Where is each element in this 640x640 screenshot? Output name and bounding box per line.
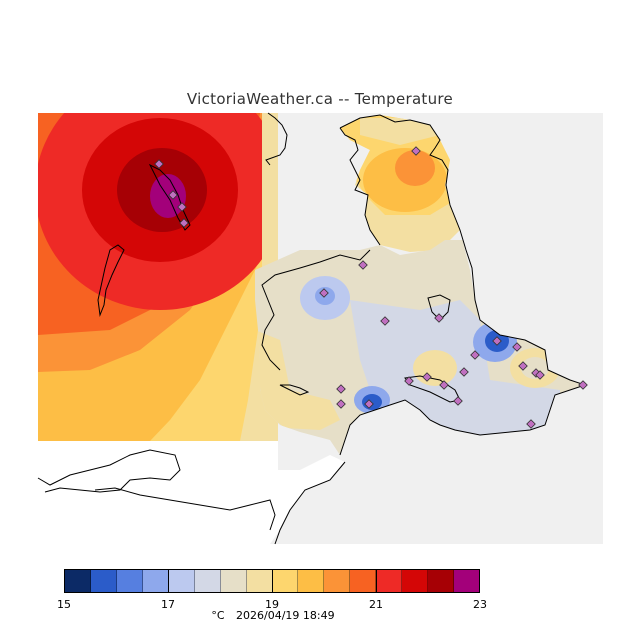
legend-swatch [376, 570, 403, 592]
timestamp-label: 2026/04/19 18:49 [236, 609, 335, 622]
station-marker [358, 260, 368, 270]
legend-swatch [194, 570, 221, 592]
station-marker [518, 361, 528, 371]
legend-swatch [428, 570, 455, 592]
legend-tick-mark [168, 569, 169, 593]
coastlines [37, 112, 587, 545]
station-marker [453, 396, 463, 406]
station-marker [411, 146, 421, 156]
station-marker [364, 399, 374, 409]
station-marker [179, 218, 189, 228]
legend-swatch [116, 570, 143, 592]
station-marker [336, 399, 346, 409]
station-marker [526, 419, 536, 429]
station-marker [512, 342, 522, 352]
legend-swatch [272, 570, 299, 592]
station-marker [154, 159, 164, 169]
legend-swatch [246, 570, 273, 592]
legend-tick-label: 21 [369, 598, 383, 611]
legend-tick-label: 15 [57, 598, 71, 611]
legend-swatch [454, 570, 479, 592]
station-marker [380, 316, 390, 326]
map-title: VictoriaWeather.ca -- Temperature [186, 90, 454, 108]
station-marker [319, 288, 329, 298]
north-temperature-field [340, 115, 460, 252]
station-marker [459, 367, 469, 377]
station-marker [439, 380, 449, 390]
legend-tick-label: 19 [265, 598, 279, 611]
legend-swatch [142, 570, 169, 592]
station-marker [434, 313, 444, 323]
station-marker [168, 190, 178, 200]
station-marker [535, 370, 545, 380]
station-marker [492, 336, 502, 346]
land-lower [38, 441, 345, 544]
legend-swatch [402, 570, 429, 592]
legend-swatch [298, 570, 325, 592]
legend-tick-label: 17 [161, 598, 175, 611]
footer: °C 2026/04/19 18:49 [0, 609, 546, 622]
station-marker [177, 202, 187, 212]
station-marker [404, 376, 414, 386]
station-marker [422, 372, 432, 382]
station-marker [336, 384, 346, 394]
legend-swatch [168, 570, 195, 592]
legend-swatch [65, 570, 91, 592]
unit-label: °C [211, 609, 225, 622]
legend-tick-mark [376, 569, 377, 593]
legend-swatch [324, 570, 351, 592]
legend-swatch [90, 570, 117, 592]
station-markers [154, 146, 588, 429]
legend-tick-label: 23 [473, 598, 487, 611]
legend-swatch [350, 570, 377, 592]
west-temperature-field [38, 113, 278, 441]
station-marker [470, 350, 480, 360]
station-marker [578, 380, 588, 390]
legend-swatch [220, 570, 247, 592]
legend-tick-mark [272, 569, 273, 593]
